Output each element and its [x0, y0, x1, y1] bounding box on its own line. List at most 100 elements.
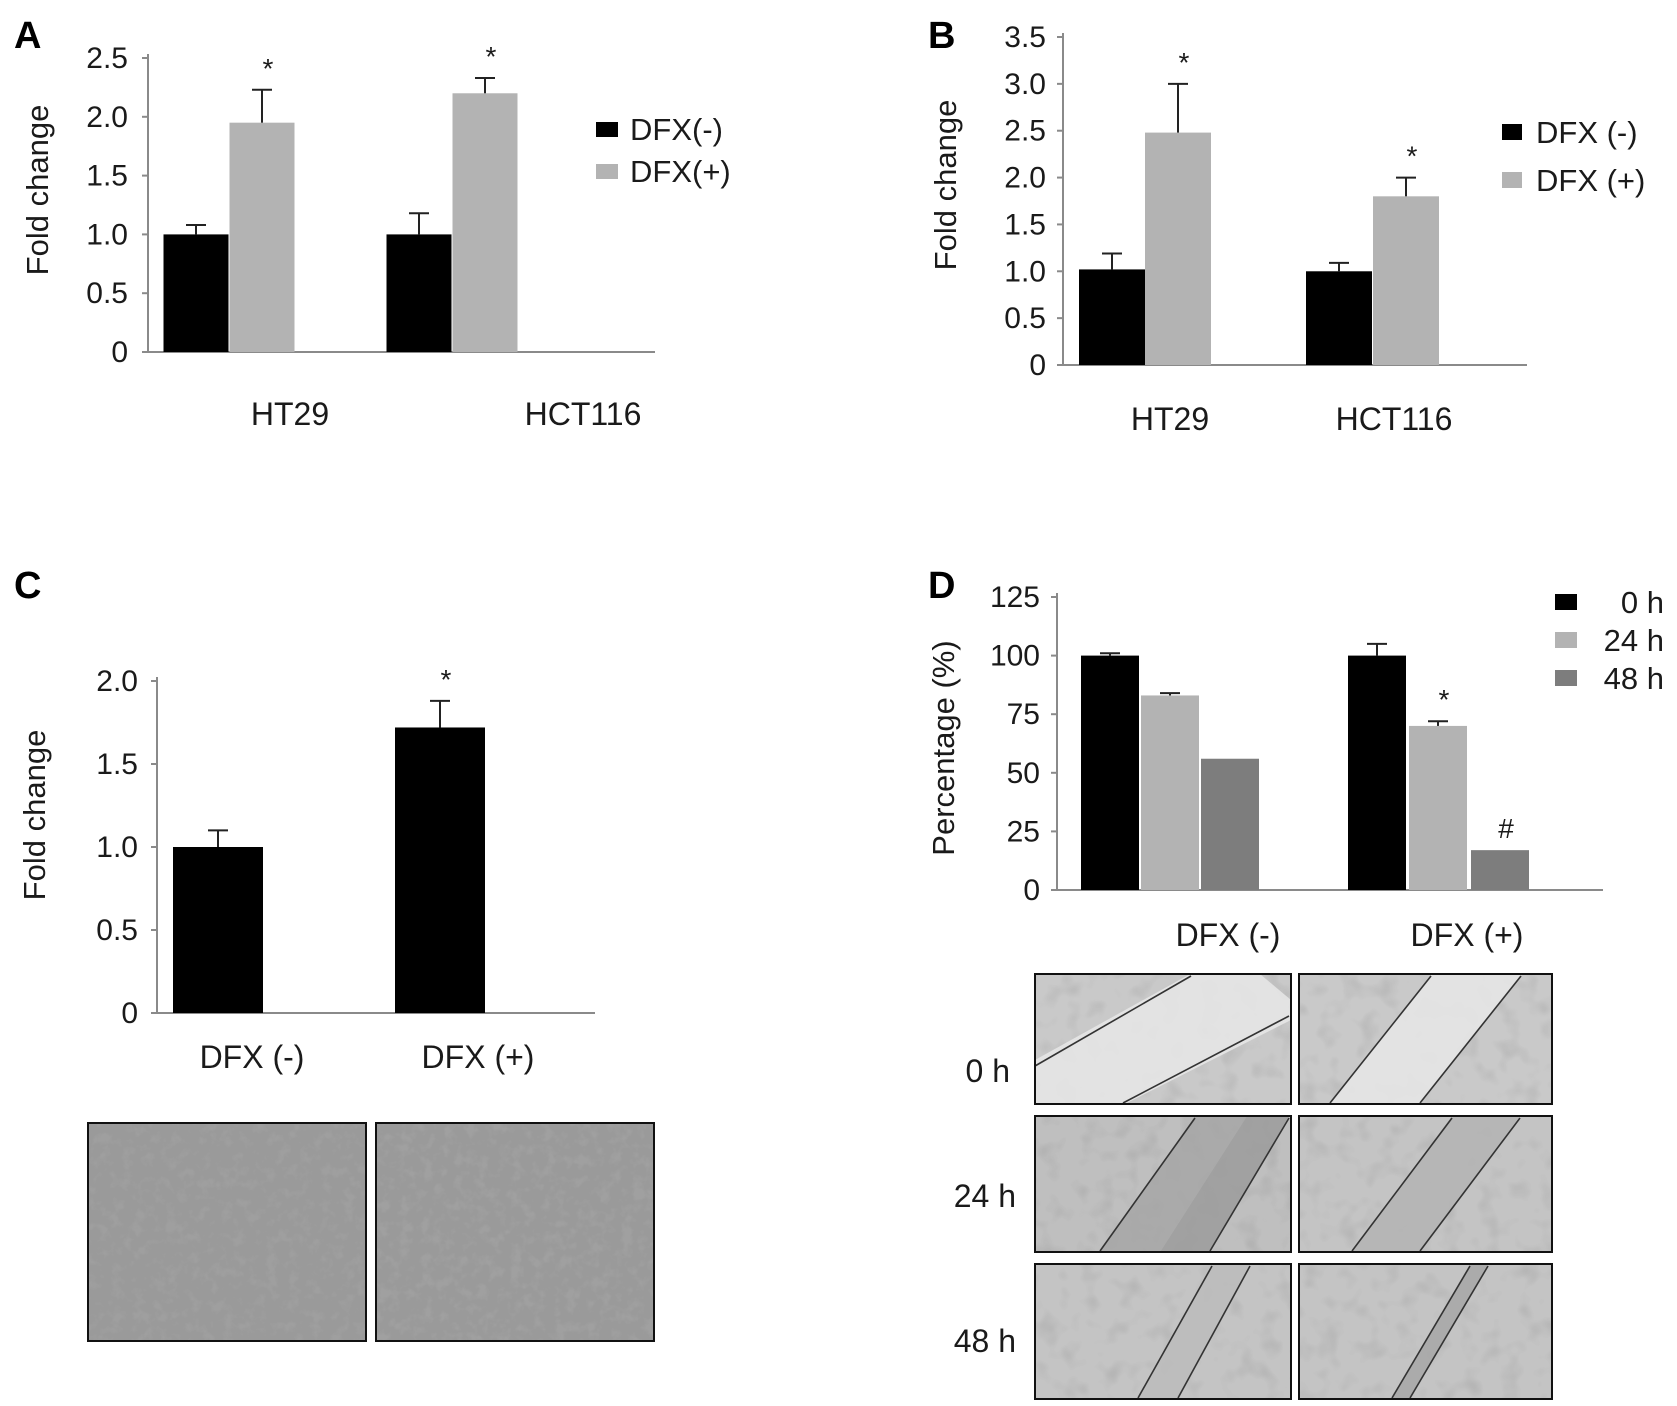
panel-a-letter: A	[14, 15, 41, 57]
panel-d-annotation-asterisk-0: *	[1439, 684, 1450, 715]
panel-a-ytick-2-5: 2.5	[86, 42, 128, 75]
panel-d-micrograph-dfx-minus-48h	[1034, 1263, 1292, 1400]
panel-a-ytick-0: 0	[111, 336, 128, 369]
panel-b-legend-dfx-minus: DFX (-)	[1536, 115, 1638, 150]
panel-d-row-label-48h: 48 h	[954, 1323, 1016, 1359]
panel-d-xtick-dfx-minus: DFX (-)	[1176, 917, 1281, 953]
panel-a-ht29-dfxminus-bar	[163, 234, 229, 352]
panel-c-ylabel: Fold change	[17, 730, 52, 901]
panel-c-xtick-dfx-minus: DFX (-)	[200, 1039, 305, 1075]
panel-c-micrograph-dfx-plus	[375, 1122, 655, 1342]
panel-d-dfx-plus-24-h-bar	[1409, 725, 1467, 890]
panel-b-ht29-dfx-plus-bar	[1145, 132, 1211, 365]
panel-a-hct116-dfxminus-bar	[386, 234, 452, 352]
panel-b-ytick-3-0: 3.0	[1004, 68, 1046, 101]
panel-b-annotation-asterisk-0: *	[1179, 47, 1190, 78]
panel-a-ytick-2-0: 2.0	[86, 101, 128, 134]
panel-d-ytick-0: 0	[1023, 874, 1040, 907]
panel-b-ytick-0: 0	[1029, 349, 1046, 382]
panel-d-annotation-hash-1: #	[1498, 813, 1514, 844]
panel-d-letter: D	[928, 565, 955, 607]
panel-d-plot: 0 25 50 75 100 125 * #	[990, 581, 1603, 907]
panel-d-xtick-dfx-plus: DFX (+)	[1411, 917, 1524, 953]
panel-d-micrograph-dfx-plus-0h	[1298, 973, 1553, 1105]
panel-a-ytick-0-5: 0.5	[86, 277, 128, 310]
panel-d-micrograph-dfx-plus-24h	[1298, 1115, 1553, 1253]
panel-c-micrograph-dfx-minus	[87, 1122, 367, 1342]
panel-a-ht29-dfxplus-bar	[229, 122, 295, 353]
panel-b-annotation-asterisk-1: *	[1407, 141, 1418, 172]
panel-c-ytick-1-0: 1.0	[96, 831, 138, 864]
panel-d-legend: 0 h 24 h 48 h	[1555, 585, 1664, 696]
panel-a-annotation-asterisk-0: *	[263, 53, 274, 84]
panel-d-dfx-plus-0-h-bar	[1348, 655, 1406, 890]
panel-d: D Percentage (%) 0 25 50 75 100 125 * # DFX (-)…	[926, 565, 1664, 1400]
panel-b-letter: B	[928, 15, 955, 57]
panel-c: C Fold change 0 0.5 1.0 1.5 2.0 * DFX (-) DFX…	[14, 565, 655, 1342]
panel-a-legend: DFX(-) DFX(+)	[596, 112, 731, 189]
panel-c-letter: C	[14, 565, 41, 607]
panel-a-plot: 0 0.5 1.0 1.5 2.0 2.5 * *	[86, 41, 655, 369]
panel-d-dfx-plus-48-h-bar	[1471, 850, 1529, 890]
panel-d-legend-0h: 0 h	[1621, 585, 1664, 620]
panel-c-ytick-0-5: 0.5	[96, 914, 138, 947]
panel-b-ytick-2-0: 2.0	[1004, 162, 1046, 195]
panel-d-micrograph-dfx-minus-0h	[1034, 973, 1292, 1105]
panel-d-ytick-25: 25	[1007, 815, 1040, 848]
panel-b-xtick-ht29: HT29	[1131, 401, 1209, 437]
panel-c-ytick-2-0: 2.0	[96, 665, 138, 698]
panel-d-micrograph-dfx-minus-24h	[1034, 1115, 1292, 1253]
panel-c-ytick-1-5: 1.5	[96, 748, 138, 781]
panel-a-legend-dfx-minus: DFX(-)	[630, 112, 723, 147]
panel-c-annotation-asterisk-0: *	[441, 664, 452, 695]
panel-b-ytick-3-5: 3.5	[1004, 21, 1046, 54]
panel-d-legend-24h: 24 h	[1604, 623, 1664, 658]
panel-a-xtick-hct116: HCT116	[525, 396, 642, 432]
panel-d-micrograph-dfx-plus-48h	[1298, 1263, 1553, 1400]
panel-a-ylabel: Fold change	[20, 105, 55, 276]
panel-b-ytick-1-5: 1.5	[1004, 208, 1046, 241]
panel-b-legend-swatch-dfx-minus	[1502, 124, 1522, 140]
panel-a-hct116-dfxplus-bar	[452, 93, 518, 352]
panel-d-dfx-minus-0-h-bar	[1081, 655, 1139, 890]
panel-a-legend-swatch-dfx-plus	[596, 164, 618, 179]
panel-c-ytick-0: 0	[121, 997, 138, 1030]
panel-a-annotation-asterisk-1: *	[486, 41, 497, 72]
panel-d-ytick-100: 100	[990, 640, 1040, 673]
panel-d-legend-swatch-48h	[1555, 670, 1577, 686]
panel-b-legend-dfx-plus: DFX (+)	[1536, 163, 1645, 198]
panel-c-plot: 0 0.5 1.0 1.5 2.0 *	[96, 664, 595, 1030]
panel-a: A Fold change 0 0.5 1.0 1.5 2.0 2.5 * * HT29 HC…	[14, 15, 731, 432]
panel-d-row-label-24h: 24 h	[954, 1178, 1016, 1214]
panel-d-row-label-0h: 0 h	[966, 1053, 1010, 1089]
panel-b-ytick-2-5: 2.5	[1004, 115, 1046, 148]
panel-c-dfx-minus-bar	[173, 847, 263, 1013]
panel-d-ylabel: Percentage (%)	[926, 640, 961, 855]
panel-b-ytick-1-0: 1.0	[1004, 255, 1046, 288]
panel-d-ytick-75: 75	[1007, 698, 1040, 731]
panel-d-dfx-minus-24-h-bar	[1141, 695, 1199, 890]
panel-a-legend-swatch-dfx-minus	[596, 122, 618, 137]
panel-c-xtick-dfx-plus: DFX (+)	[422, 1039, 535, 1075]
panel-b-plot: 0 0.5 1.0 1.5 2.0 2.5 3.0 3.5 * *	[1004, 21, 1527, 382]
panel-a-ytick-1-5: 1.5	[86, 160, 128, 193]
panel-b-ytick-0-5: 0.5	[1004, 302, 1046, 335]
panel-b: B Fold change 0 0.5 1.0 1.5 2.0 2.5 3.0 3.5 * * H…	[928, 15, 1645, 437]
panel-b-legend: DFX (-) DFX (+)	[1502, 115, 1645, 198]
panel-d-dfx-minus-48-h-bar	[1201, 758, 1259, 890]
panel-a-ytick-1-0: 1.0	[86, 218, 128, 251]
panel-d-legend-swatch-0h	[1555, 594, 1577, 610]
panel-b-legend-swatch-dfx-plus	[1502, 172, 1522, 188]
panel-d-legend-48h: 48 h	[1604, 661, 1664, 696]
panel-b-hct116-dfx-minus-bar	[1306, 271, 1372, 365]
panel-a-xtick-ht29: HT29	[251, 396, 329, 432]
panel-d-ytick-125: 125	[990, 581, 1040, 614]
panel-b-xtick-hct116: HCT116	[1336, 401, 1453, 437]
panel-d-ytick-50: 50	[1007, 757, 1040, 790]
panel-b-ylabel: Fold change	[928, 100, 963, 271]
panel-d-legend-swatch-24h	[1555, 632, 1577, 648]
panel-b-hct116-dfx-plus-bar	[1373, 196, 1439, 365]
panel-a-legend-dfx-plus: DFX(+)	[630, 154, 731, 189]
panel-c-dfx-plus-bar	[395, 727, 485, 1013]
